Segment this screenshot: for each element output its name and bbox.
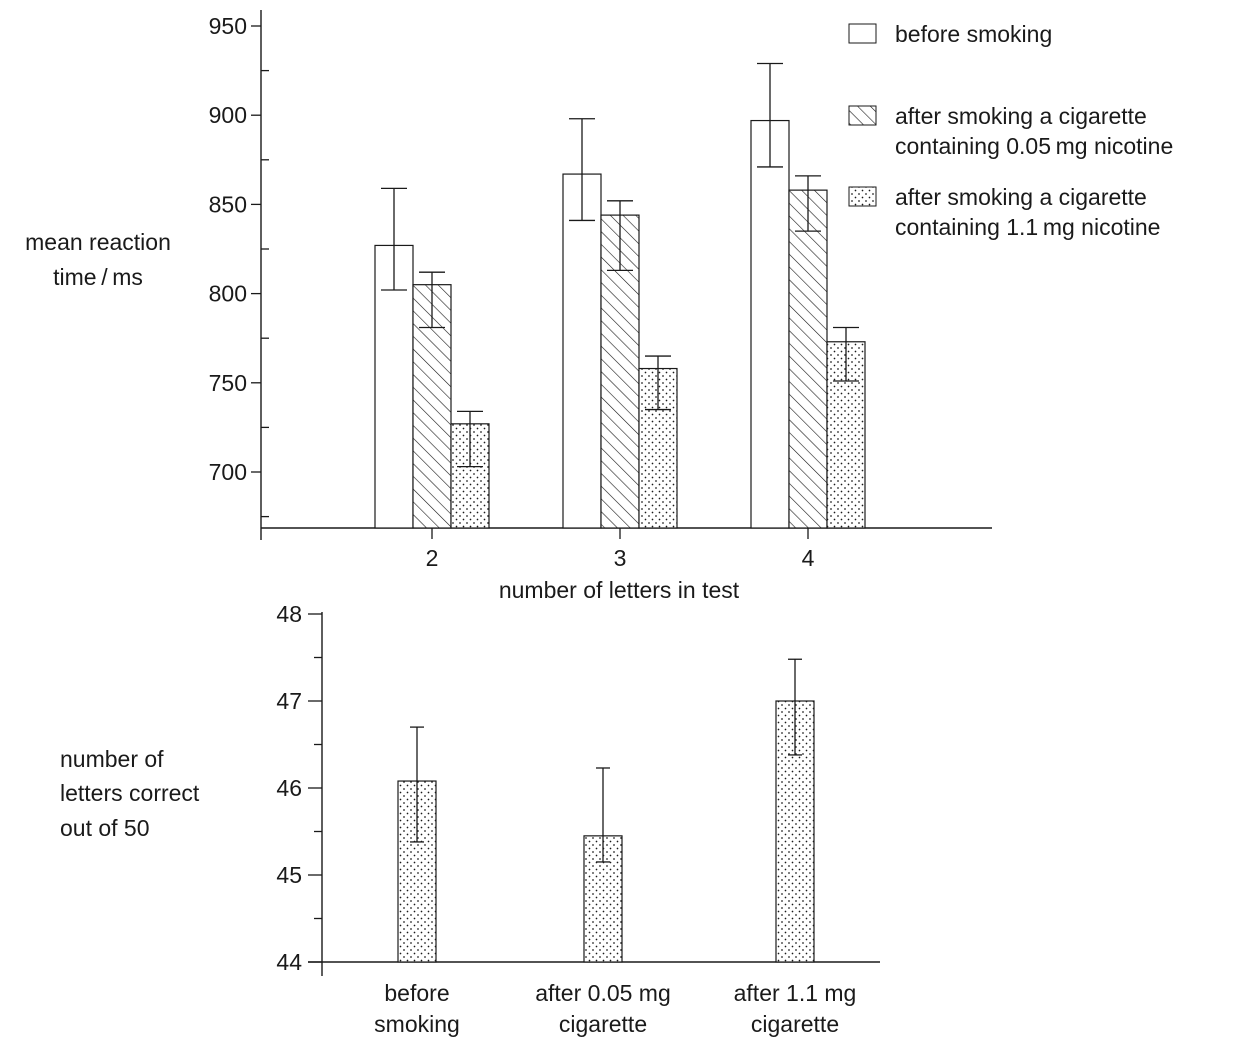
chart1-bar [562,173,602,529]
chart1-y-tick-label: 800 [209,281,247,307]
chart1-bar [750,119,790,529]
legend-item-1-1mg: after smoking a cigarette containing 1.1… [848,184,1160,240]
legend-item-0-05mg: after smoking a cigarette containing 0.0… [848,103,1173,159]
chart1-bar [788,189,828,529]
chart2-y-axis-label-line-1: number of [60,746,164,772]
chart2-y-tick-label: 45 [276,862,302,888]
legend-item-before-smoking: before smoking [848,21,1052,47]
chart2-x-tick-label: after 1.1 mg [734,980,857,1006]
legend-swatch-plain [848,23,877,44]
chart2-x-tick-label: cigarette [559,1011,647,1037]
chart2-x-tick-label: cigarette [751,1011,839,1037]
chart1-y-tick-label: 700 [209,459,247,485]
chart1-y-axis-label-line-1: mean reaction [25,229,171,255]
chart2-y-tick-label: 44 [276,949,302,975]
chart1-y-tick-label: 750 [209,370,247,396]
chart1-y-tick-label: 950 [209,13,247,39]
chart1-x-tick-label: 2 [426,545,439,571]
chart1-y-tick-label: 900 [209,102,247,128]
chart1-bar [374,244,414,529]
legend-label-line: containing 0.05 mg nicotine [895,133,1173,159]
chart2-x-tick-label: smoking [374,1011,460,1037]
chart2-y-axis-label-line-3: out of 50 [60,815,150,841]
legend-swatch-hatch [848,105,877,126]
chart1-x-axis-label: number of letters in test [499,577,740,603]
legend-label-line: after smoking a cigarette [895,184,1147,210]
legend-label-line: before smoking [895,21,1052,47]
chart1-legend: before smoking after smoking a cigarette… [848,21,1173,240]
chart2-y-tick-label: 48 [276,601,302,627]
chart2-y-tick-label: 46 [276,775,302,801]
letters-correct-chart: number of letters correct out of 50 44 45… [60,601,880,1037]
chart1-y-tick-label: 850 [209,191,247,217]
chart1-x-tick-label: 4 [802,545,815,571]
chart2-x-tick-label: after 0.05 mg [535,980,671,1006]
legend-label-line: after smoking a cigarette [895,103,1147,129]
reaction-time-chart: mean reaction time / ms number of letter… [25,10,1173,603]
legend-swatch-dots [848,186,877,207]
legend-label-line: containing 1.1 mg nicotine [895,214,1160,240]
chart2-y-axis-label-line-2: letters correct [60,780,200,806]
chart1-y-axis-label-line-2: time / ms [53,264,143,290]
chart1-x-tick-label: 3 [614,545,627,571]
chart2-y-tick-label: 47 [276,688,302,714]
chart2-x-tick-label: before [384,980,449,1006]
